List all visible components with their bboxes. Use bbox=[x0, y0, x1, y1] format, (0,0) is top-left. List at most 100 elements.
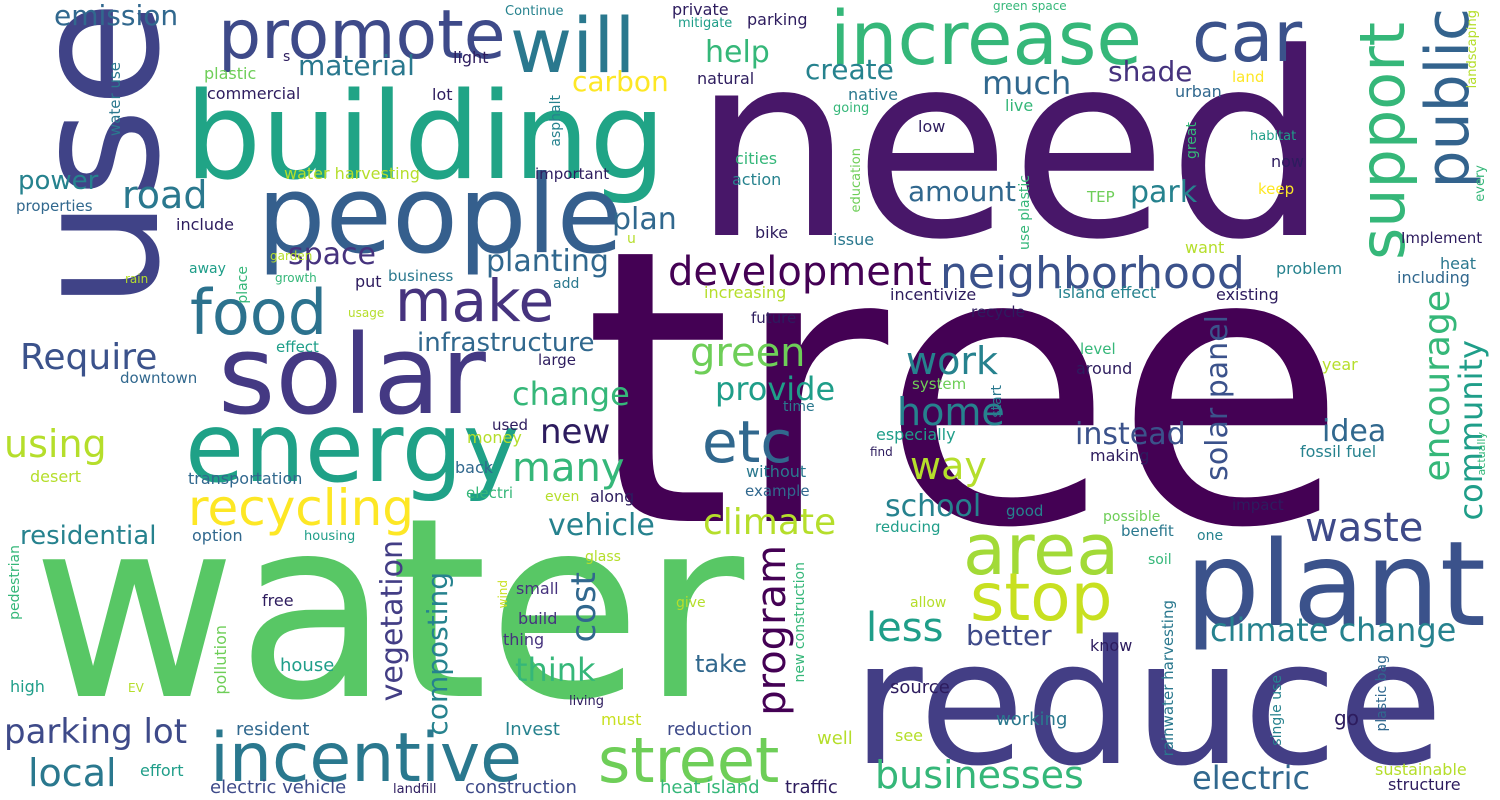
word-local: local bbox=[28, 751, 117, 795]
word-mitigate: mitigate bbox=[678, 16, 733, 31]
word-natural: natural bbox=[697, 69, 755, 88]
word-thing: thing bbox=[503, 630, 545, 649]
word-u: u bbox=[627, 231, 636, 247]
word-large: large bbox=[538, 351, 577, 369]
word-reduce: reduce bbox=[852, 603, 1444, 800]
word-think: think bbox=[515, 651, 596, 689]
word-using: using bbox=[4, 422, 107, 466]
word-go: go bbox=[1334, 706, 1359, 730]
word-material: material bbox=[298, 49, 415, 82]
word-space: space bbox=[288, 237, 377, 272]
word-garden: garden bbox=[270, 249, 313, 263]
word-vegetation: vegetation bbox=[375, 540, 410, 702]
word-desert: desert bbox=[30, 467, 82, 486]
word-allow: allow bbox=[910, 595, 947, 611]
word-waste: waste bbox=[1305, 505, 1424, 551]
word-ev: EV bbox=[128, 681, 144, 695]
word-working: working bbox=[996, 709, 1068, 730]
word-planting: planting bbox=[486, 244, 609, 279]
word-sustainable: sustainable bbox=[1375, 760, 1467, 779]
word-incentivize: incentivize bbox=[890, 285, 977, 304]
word-house: house bbox=[280, 655, 335, 676]
word-reduction: reduction bbox=[667, 719, 753, 740]
word-pollution: pollution bbox=[211, 625, 230, 695]
word-community: community bbox=[1452, 340, 1490, 521]
word-high: high bbox=[10, 677, 45, 696]
word-recycling: recycling bbox=[188, 479, 415, 537]
word-green: green bbox=[690, 330, 806, 376]
word-island-effect: island effect bbox=[1058, 283, 1157, 302]
word-every: every bbox=[1473, 165, 1488, 202]
word-without: without bbox=[746, 462, 807, 481]
word-incentive: incentive bbox=[210, 719, 522, 798]
word-system: system bbox=[912, 375, 967, 393]
word-amount: amount bbox=[908, 175, 1017, 208]
word-give: give bbox=[676, 595, 706, 611]
word-water-harvesting: water harvesting bbox=[284, 164, 420, 183]
word-keep: keep bbox=[1258, 180, 1295, 198]
word-solar: solar bbox=[218, 311, 486, 439]
word-problem: problem bbox=[1276, 259, 1343, 278]
word-source: source bbox=[890, 677, 950, 698]
word-rainwater-harvesting: rainwater harvesting bbox=[1159, 600, 1177, 757]
word-green-space: green space bbox=[993, 0, 1067, 13]
word-low: low bbox=[918, 117, 946, 136]
word-neighborhood: neighborhood bbox=[940, 248, 1245, 299]
word-must: must bbox=[601, 710, 642, 729]
word-traffic: traffic bbox=[785, 777, 838, 798]
word-great: great bbox=[1184, 122, 1200, 160]
word-issue: issue bbox=[833, 230, 875, 249]
word-landfill: landfill bbox=[393, 782, 437, 797]
word-residential: residential bbox=[20, 521, 157, 551]
word-downtown: downtown bbox=[120, 369, 198, 387]
word-option: option bbox=[192, 526, 243, 545]
word-will: will bbox=[510, 1, 636, 90]
word-money: money bbox=[467, 428, 522, 447]
word-lot: lot bbox=[432, 85, 453, 104]
word-climate-change: climate change bbox=[1210, 611, 1457, 649]
word-cities: cities bbox=[735, 149, 778, 168]
word-see: see bbox=[895, 726, 924, 745]
word-area: area bbox=[963, 509, 1120, 591]
word-new: new bbox=[540, 412, 611, 452]
word-around: around bbox=[1076, 359, 1133, 378]
word-effort: effort bbox=[140, 761, 184, 780]
word-place: place bbox=[235, 266, 251, 304]
word-require: Require bbox=[20, 337, 158, 378]
word-parking: parking bbox=[747, 10, 808, 29]
word-power: power bbox=[18, 166, 99, 196]
word-construction: construction bbox=[465, 777, 577, 798]
word-electric-vehicle: electric vehicle bbox=[210, 777, 347, 798]
word-know: know bbox=[1090, 636, 1133, 655]
word-especially: especially bbox=[876, 425, 956, 444]
word-effect: effect bbox=[276, 338, 319, 356]
word-food: food bbox=[190, 276, 328, 349]
word-soil: soil bbox=[1148, 552, 1172, 568]
word-encourage: encourage bbox=[1417, 290, 1458, 482]
word-heat: heat bbox=[1440, 254, 1477, 273]
word-infrastructure: infrastructure bbox=[417, 328, 595, 358]
word-habitat: habitat bbox=[1250, 129, 1297, 144]
word-wind: wind bbox=[496, 580, 510, 609]
word-less: less bbox=[866, 605, 944, 651]
word-put: put bbox=[355, 272, 382, 291]
word-many: many bbox=[512, 445, 625, 491]
word-business: business bbox=[388, 267, 454, 285]
word-asphalt: asphalt bbox=[548, 95, 564, 147]
word-start: start bbox=[989, 385, 1005, 418]
word-need: need bbox=[692, 0, 1330, 296]
word-living: living bbox=[569, 694, 605, 709]
word-water-use: water use bbox=[106, 62, 124, 137]
word-emission: emission bbox=[54, 0, 179, 32]
word-well: well bbox=[817, 728, 853, 749]
word-water: water bbox=[32, 464, 745, 755]
word-road: road bbox=[122, 173, 208, 217]
word-private: private bbox=[672, 0, 729, 19]
word-vehicle: vehicle bbox=[548, 508, 655, 543]
word-plastic-bag: plastic bag bbox=[1374, 655, 1390, 732]
word-rain: rain bbox=[125, 272, 149, 286]
word-better: better bbox=[966, 619, 1052, 652]
word-benefit: benefit bbox=[1121, 522, 1174, 540]
word-usage: usage bbox=[348, 306, 385, 320]
word-tep: TEP bbox=[1087, 188, 1115, 206]
